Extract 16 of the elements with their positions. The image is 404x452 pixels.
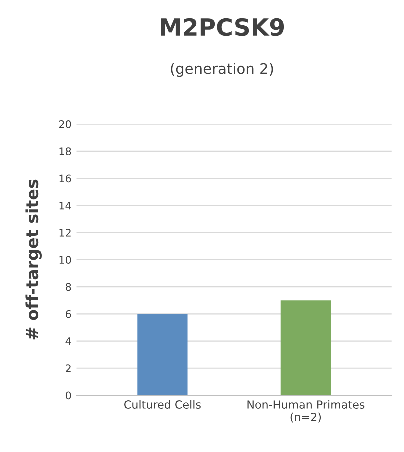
y-tick-label: 4: [66, 338, 72, 346]
y-tick-label: 20: [59, 120, 72, 128]
chart-title: M2PCSK9: [161, 18, 284, 36]
y-tick-label: 2: [66, 364, 71, 372]
y-tick-label: 12: [60, 229, 71, 237]
y-tick-label: 18: [60, 148, 72, 156]
x-tick-label: Non-Human Primates (n=2): [248, 400, 365, 423]
chart-subtitle: (generation 2): [171, 63, 274, 78]
x-tick-label: Cultured Cells: [124, 400, 201, 409]
y-tick-label: 8: [66, 283, 72, 292]
y-tick-label: 0: [66, 392, 72, 400]
y-axis-title: # off-target sites: [26, 180, 42, 340]
y-tick-label: 16: [60, 174, 72, 183]
y-tick-label: 14: [60, 202, 72, 210]
y-tick-label: 6: [66, 310, 72, 318]
y-tick-label: 10: [60, 256, 72, 264]
